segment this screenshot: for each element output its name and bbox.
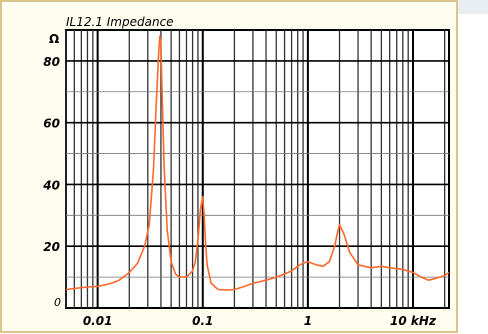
y-tick-labels: 0 20 40 60 80 xyxy=(42,55,61,309)
x-tick-label: 10 kHz xyxy=(390,314,437,328)
x-tick-label: 0.01 xyxy=(83,314,113,328)
y-tick-label: 80 xyxy=(43,55,60,69)
y-axis-unit-label: Ω xyxy=(49,32,59,46)
grid xyxy=(65,30,449,308)
series-layer xyxy=(65,35,450,291)
x-tick-labels: 0.01 0.1 1 10 kHz xyxy=(83,314,437,328)
plot-area xyxy=(65,29,450,309)
y-tick-label: 60 xyxy=(43,117,60,131)
chart-title: IL12.1 Impedance xyxy=(66,15,174,29)
impedance-curve xyxy=(65,35,450,291)
x-tick-label: 0.1 xyxy=(192,314,213,328)
y-tick-label: 20 xyxy=(43,240,60,254)
y-tick-label: 40 xyxy=(42,178,60,192)
y-tick-label: 0 xyxy=(54,296,61,309)
x-tick-label: 1 xyxy=(304,314,312,328)
